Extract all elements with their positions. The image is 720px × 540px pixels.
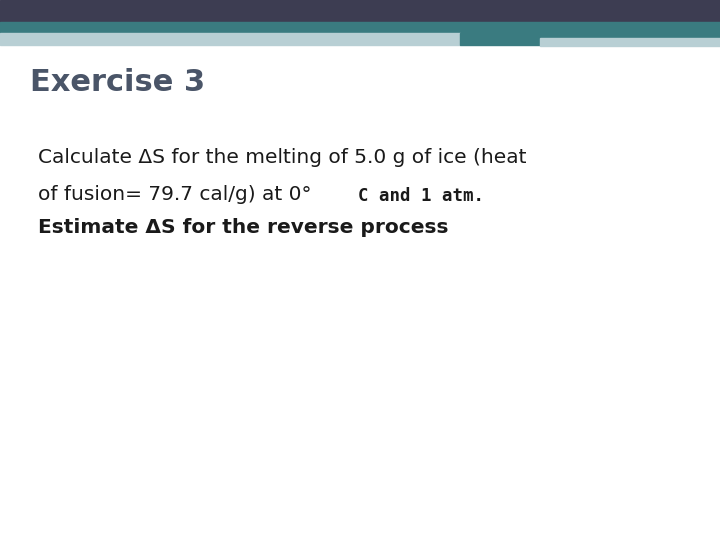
Text: C and 1 atm.: C and 1 atm. — [358, 187, 484, 205]
Bar — [0, 33, 460, 45]
Text: of fusion= 79.7 cal/g) at 0°: of fusion= 79.7 cal/g) at 0° — [38, 185, 312, 204]
Text: Estimate ΔS for the reverse process: Estimate ΔS for the reverse process — [38, 218, 449, 237]
Text: Exercise 3: Exercise 3 — [30, 68, 205, 97]
Bar — [0, 22, 720, 38]
Bar — [460, 33, 720, 45]
Bar — [0, 0, 720, 22]
Bar — [540, 38, 720, 46]
Text: Calculate ΔS for the melting of 5.0 g of ice (heat: Calculate ΔS for the melting of 5.0 g of… — [38, 148, 526, 167]
